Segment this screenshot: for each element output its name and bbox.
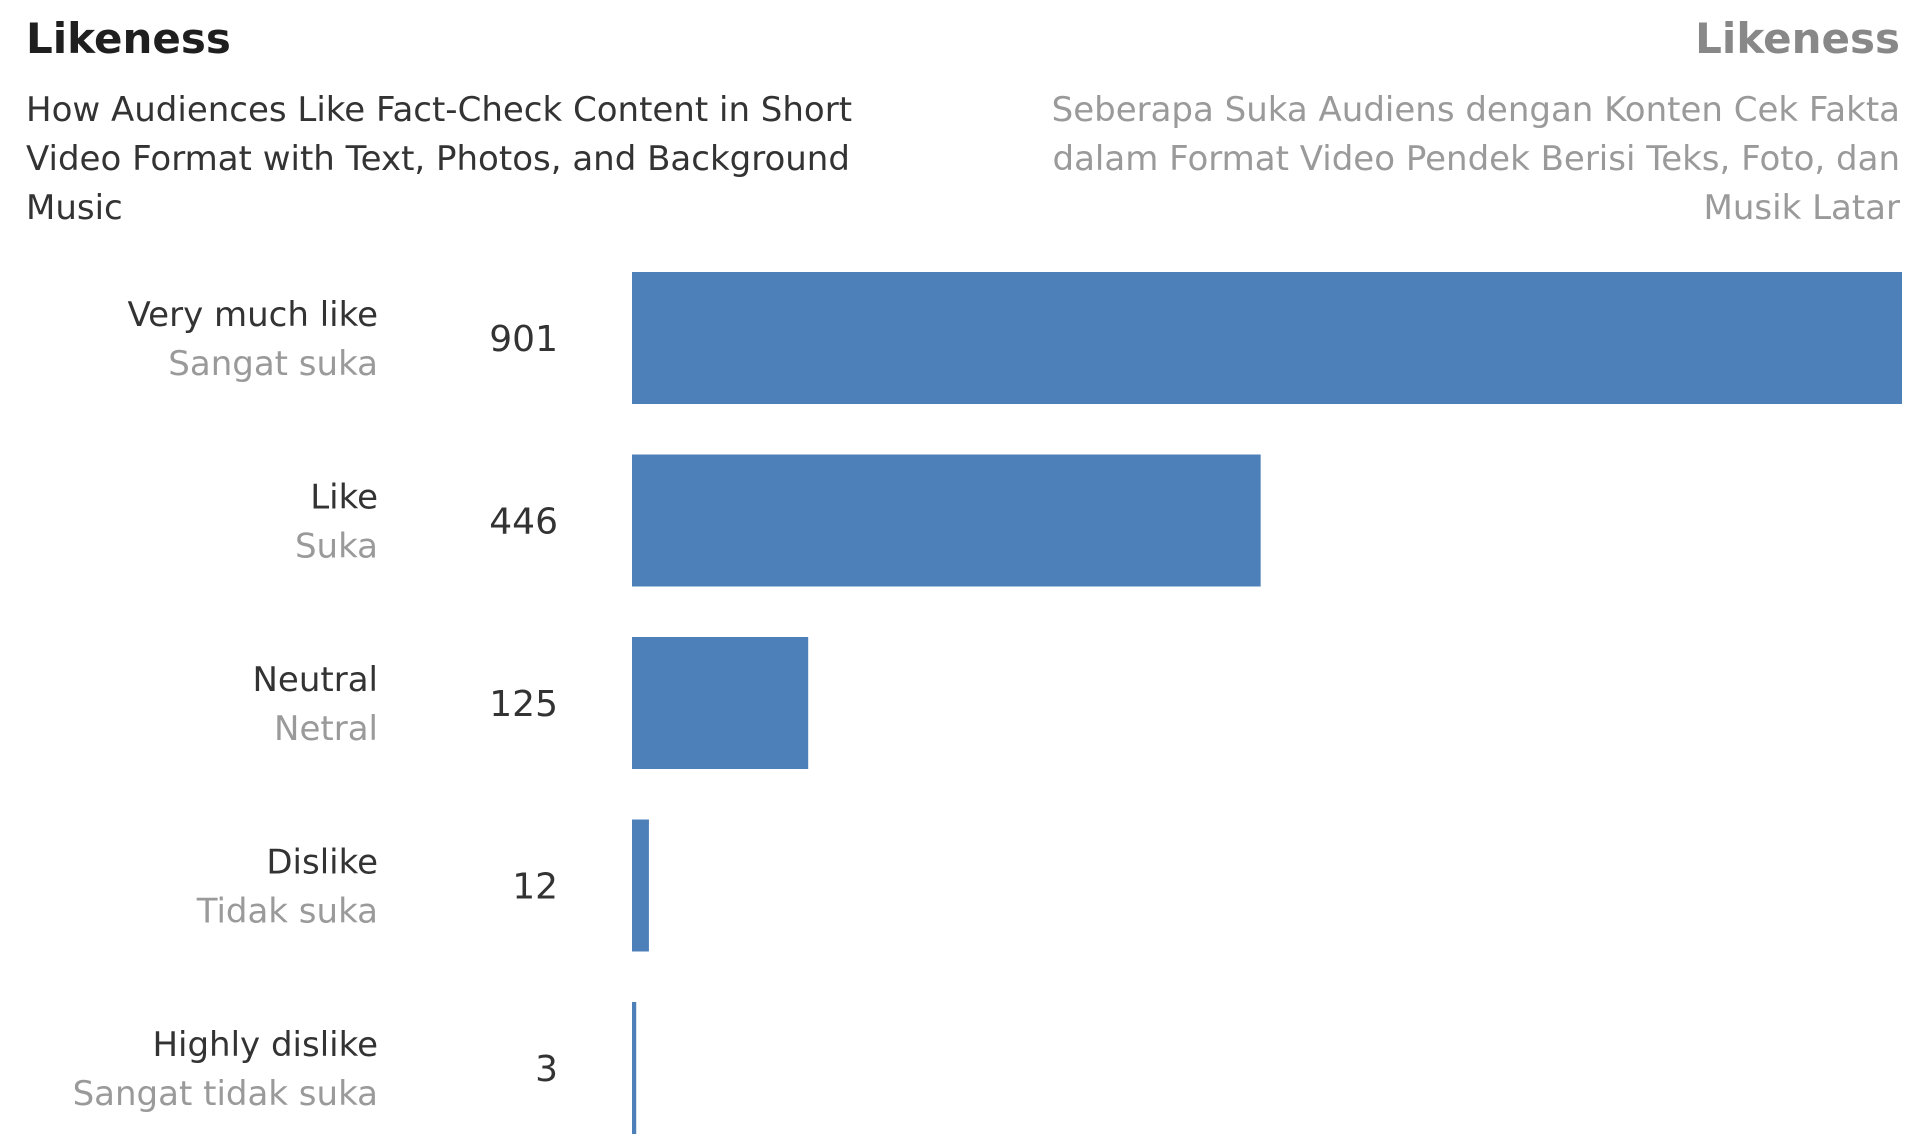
bar (632, 454, 1261, 587)
category-label-indonesian: Sangat suka (168, 344, 378, 384)
category-label: Very much like (128, 295, 378, 335)
category-label: Highly dislike (152, 1025, 378, 1065)
category-label-indonesian: Tidak suka (196, 892, 378, 932)
category-label: Like (310, 478, 378, 518)
bar (632, 1002, 637, 1134)
bar (632, 272, 1902, 404)
value-label: 3 (535, 1049, 558, 1090)
category-label: Dislike (266, 843, 378, 883)
bar (632, 819, 649, 952)
category-label-indonesian: Suka (295, 527, 378, 567)
bar (632, 637, 809, 769)
value-label: 12 (512, 867, 558, 908)
value-label: 446 (489, 502, 558, 543)
category-label-indonesian: Netral (274, 709, 378, 749)
category-label-indonesian: Sangat tidak suka (73, 1074, 378, 1114)
chart-subtitle-english: How Audiences Like Fact-Check Content in… (26, 90, 853, 228)
value-label: 901 (489, 319, 558, 360)
chart-subtitle-indonesian: Seberapa Suka Audiens dengan Konten Cek … (1051, 90, 1900, 228)
value-label: 125 (489, 684, 558, 725)
chart-title-indonesian: Likeness (1695, 14, 1900, 63)
chart-title-english: Likeness (26, 14, 231, 63)
category-label: Neutral (253, 660, 379, 700)
